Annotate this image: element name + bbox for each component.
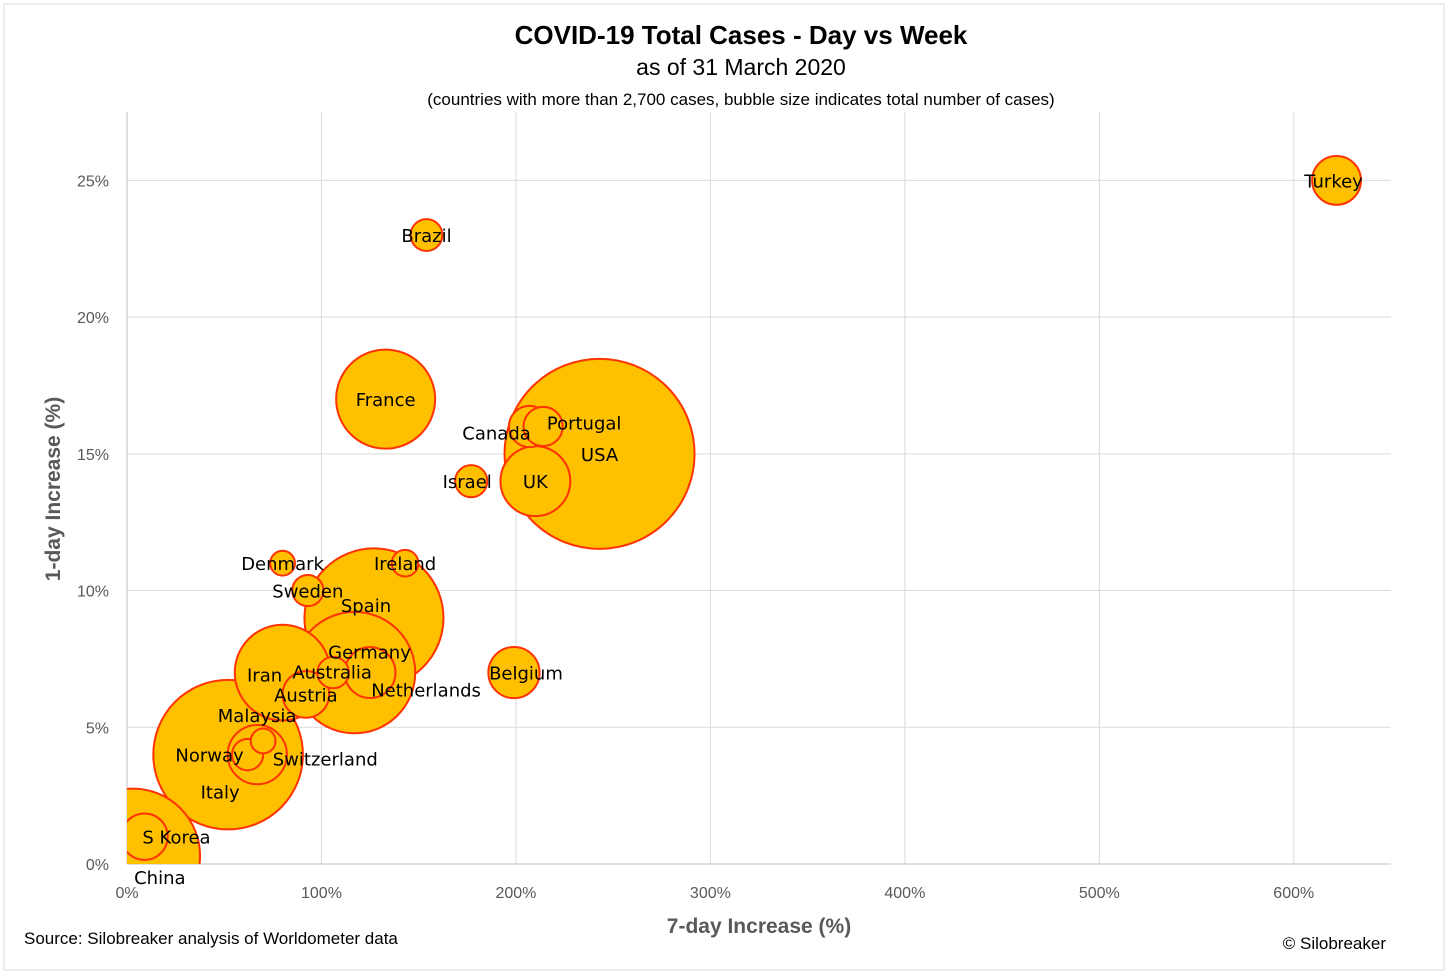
y-tick-label: 0%	[86, 857, 109, 874]
bubble-label-australia: Australia	[292, 663, 372, 684]
bubble-denmark	[269, 549, 296, 577]
bubble-sweden	[291, 573, 325, 608]
chart-subtitle: as of 31 March 2020	[636, 54, 846, 80]
bubble-label-brazil: Brazil	[401, 226, 451, 247]
bubble-s-korea	[127, 812, 169, 861]
bubble-brazil	[409, 218, 444, 252]
x-tick-label: 400%	[884, 885, 925, 902]
chart-note: (countries with more than 2,700 cases, b…	[427, 90, 1054, 109]
x-tick-label: 300%	[690, 885, 731, 902]
source-note: Source: Silobreaker analysis of Worldome…	[24, 929, 398, 948]
axes: 0% 100% 200% 300% 400% 500% 600% 0% 5% 10% 15% 20% 2…	[77, 112, 1391, 902]
bubble-france	[335, 348, 437, 450]
bubble-belgium	[487, 645, 541, 700]
x-tick-label: 200%	[495, 885, 536, 902]
bubble-ireland	[390, 548, 420, 578]
bubble-label-uk: UK	[523, 472, 549, 493]
bubble-label-sweden: Sweden	[272, 582, 343, 603]
bubble-label-israel: Israel	[443, 472, 492, 493]
bubble-turkey	[1311, 154, 1362, 206]
x-tick-label: 0%	[115, 885, 138, 902]
bubble-portugal	[522, 405, 564, 448]
y-tick-label: 15%	[77, 447, 109, 464]
y-tick-label: 25%	[77, 173, 109, 190]
bubble-label-italy: Italy	[201, 783, 240, 804]
bubbles	[127, 154, 1362, 864]
x-tick-label: 100%	[301, 885, 342, 902]
bubble-labels: China Italy USA Spain Germany France Iran UK Swi…	[134, 171, 1363, 888]
bubble-israel	[454, 464, 489, 499]
copyright-note: © Silobreaker	[1283, 934, 1387, 953]
x-tick-label: 600%	[1273, 885, 1314, 902]
bubble-label-switzerland: Switzerland	[273, 750, 378, 771]
bubble-label-usa: USA	[581, 445, 619, 466]
bubble-label-austria: Austria	[274, 685, 338, 706]
y-tick-label: 5%	[86, 720, 109, 737]
x-axis-title: 7-day Increase (%)	[667, 915, 851, 938]
bubble-malaysia	[249, 727, 277, 755]
y-tick-label: 20%	[77, 310, 109, 327]
gridlines	[127, 112, 1391, 864]
bubble-austria	[281, 670, 331, 719]
bubble-label-spain: Spain	[341, 596, 391, 617]
chart-title: COVID-19 Total Cases - Day vs Week	[515, 20, 968, 50]
bubble-label-ireland: Ireland	[374, 554, 436, 575]
bubble-label-netherlands: Netherlands	[371, 681, 481, 702]
bubble-label-belgium: Belgium	[489, 664, 563, 685]
bubble-label-malaysia: Malaysia	[218, 706, 297, 727]
bubble-label-denmark: Denmark	[241, 554, 324, 575]
bubble-label-norway: Norway	[175, 746, 244, 767]
bubble-label-france: France	[356, 390, 416, 411]
x-tick-label: 500%	[1079, 885, 1120, 902]
bubble-label-turkey: Turkey	[1303, 171, 1363, 192]
bubble-label-germany: Germany	[328, 643, 411, 664]
y-axis-title: 1-day Increase (%)	[42, 397, 65, 581]
bubble-label-iran: Iran	[247, 666, 282, 687]
bubble-label-canada: Canada	[462, 423, 531, 444]
bubble-label-portugal: Portugal	[547, 413, 622, 434]
bubble-label-s-korea: S Korea	[142, 828, 210, 849]
bubble-australia	[316, 655, 350, 690]
bubble-label-china: China	[134, 868, 185, 889]
y-tick-label: 10%	[77, 584, 109, 601]
